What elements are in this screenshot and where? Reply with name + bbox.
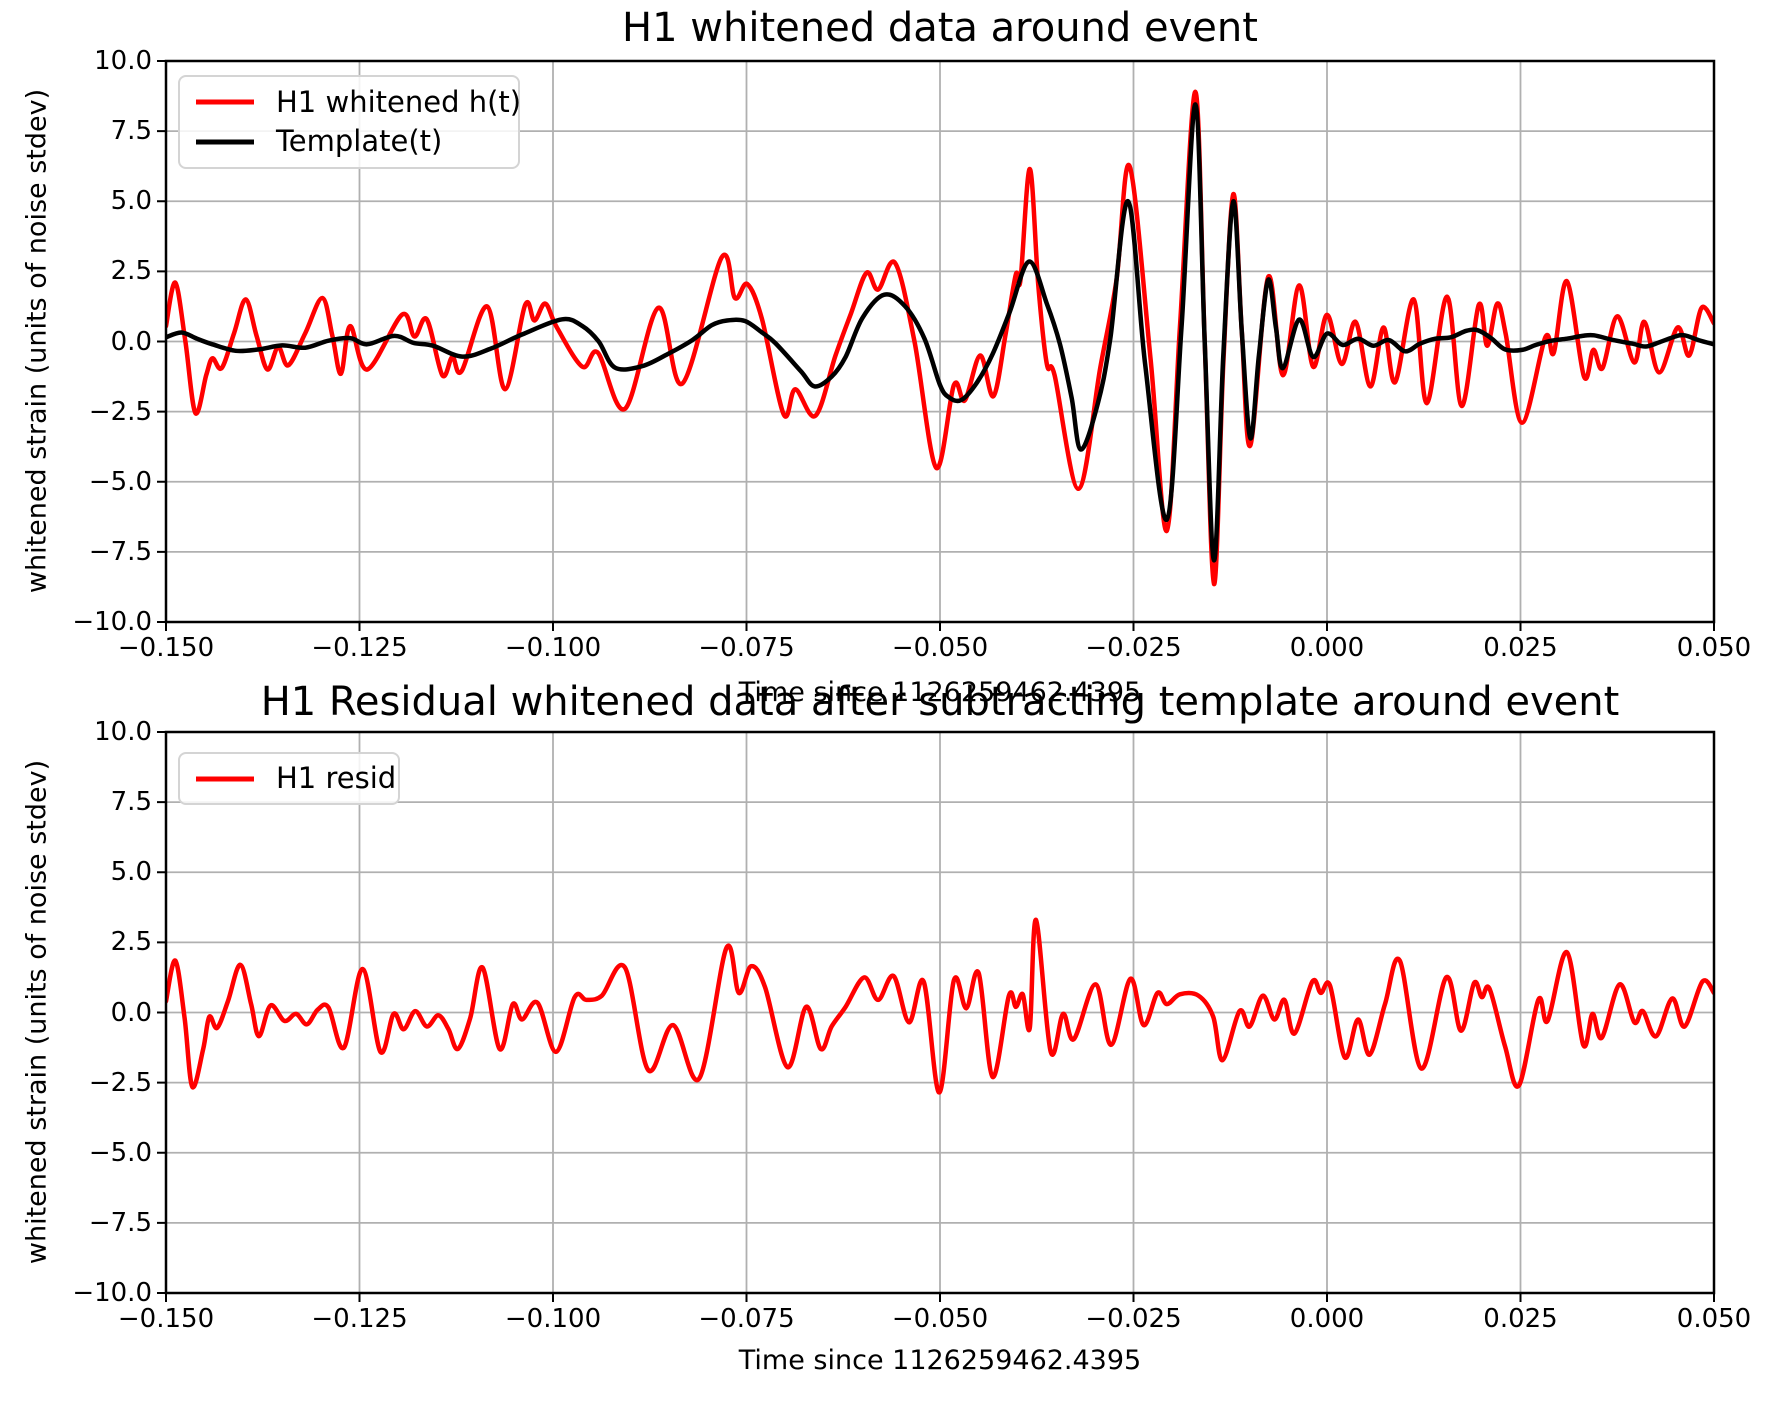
curve-template-t- — [166, 102, 1714, 563]
x-tick-label: 0.025 — [1483, 633, 1558, 663]
legend-item: Template(t) — [194, 127, 504, 156]
x-tick-label: 0.000 — [1289, 633, 1365, 663]
legend-item: H1 whitened h(t) — [194, 87, 521, 117]
y-tick-label: −5.0 — [88, 1137, 152, 1168]
y-tick-label: −10.0 — [72, 607, 152, 637]
x-tick-label: −0.150 — [117, 633, 215, 663]
x-tick-label: −0.100 — [504, 1304, 602, 1334]
x-tick-label: −0.125 — [311, 1304, 408, 1334]
y-tick-label: 10.0 — [94, 717, 152, 747]
bottom-plot-title: H1 Residual whitened data after subtract… — [260, 679, 1620, 725]
x-tick-label: 0.000 — [1289, 1304, 1365, 1334]
x-tick-label: −0.075 — [698, 1304, 795, 1334]
x-tick-label: −0.025 — [1085, 633, 1182, 663]
y-tick-label: 0.0 — [110, 326, 152, 357]
y-tick-label: 7.5 — [110, 787, 152, 818]
y-tick-label: 5.0 — [110, 857, 152, 888]
top-plot-legend: H1 whitened h(t) Template(t) — [178, 75, 521, 169]
legend-item: H1 resid — [194, 764, 396, 793]
x-tick-label: −0.050 — [891, 633, 989, 663]
black-line-swatch-icon — [196, 139, 254, 145]
y-tick-label: −2.5 — [88, 396, 152, 427]
red-line-swatch-icon — [196, 99, 254, 105]
y-tick-label: 10.0 — [94, 46, 152, 76]
x-tick-label: 0.025 — [1483, 1304, 1558, 1334]
top-plot-xlabel: Time since 1126259462.4395 — [738, 677, 1142, 708]
curve-h1-resid — [166, 917, 1714, 1095]
top-plot-title: H1 whitened data around event — [622, 5, 1258, 51]
y-tick-label: −2.5 — [88, 1067, 152, 1098]
y-tick-label: −5.0 — [88, 466, 152, 497]
y-tick-label: −7.5 — [88, 1207, 152, 1238]
x-tick-label: 0.050 — [1676, 1304, 1752, 1334]
x-tick-label: 0.050 — [1676, 633, 1752, 663]
x-tick-label: −0.125 — [311, 633, 408, 663]
legend-label: Template(t) — [276, 124, 443, 159]
legend-label: H1 resid — [276, 761, 397, 795]
red-line-swatch-icon — [196, 776, 254, 781]
y-tick-label: −10.0 — [72, 1278, 152, 1308]
y-tick-label: −7.5 — [88, 536, 152, 567]
x-tick-label: −0.150 — [117, 1304, 215, 1334]
x-tick-label: −0.075 — [698, 633, 795, 663]
bottom-plot-area — [157, 730, 1716, 1302]
y-tick-label: 5.0 — [110, 186, 152, 217]
x-tick-label: −0.100 — [504, 633, 602, 663]
bottom-plot-legend: H1 resid — [178, 752, 400, 805]
x-tick-label: −0.025 — [1085, 1304, 1182, 1334]
y-tick-label: 2.5 — [110, 927, 152, 958]
y-tick-label: 0.0 — [110, 997, 152, 1028]
y-tick-label: 7.5 — [110, 116, 152, 147]
y-tick-label: 2.5 — [110, 256, 152, 287]
x-tick-label: −0.050 — [891, 1304, 989, 1334]
bottom-plot-xlabel: Time since 1126259462.4395 — [738, 1345, 1142, 1376]
legend-label: H1 whitened h(t) — [276, 84, 522, 119]
